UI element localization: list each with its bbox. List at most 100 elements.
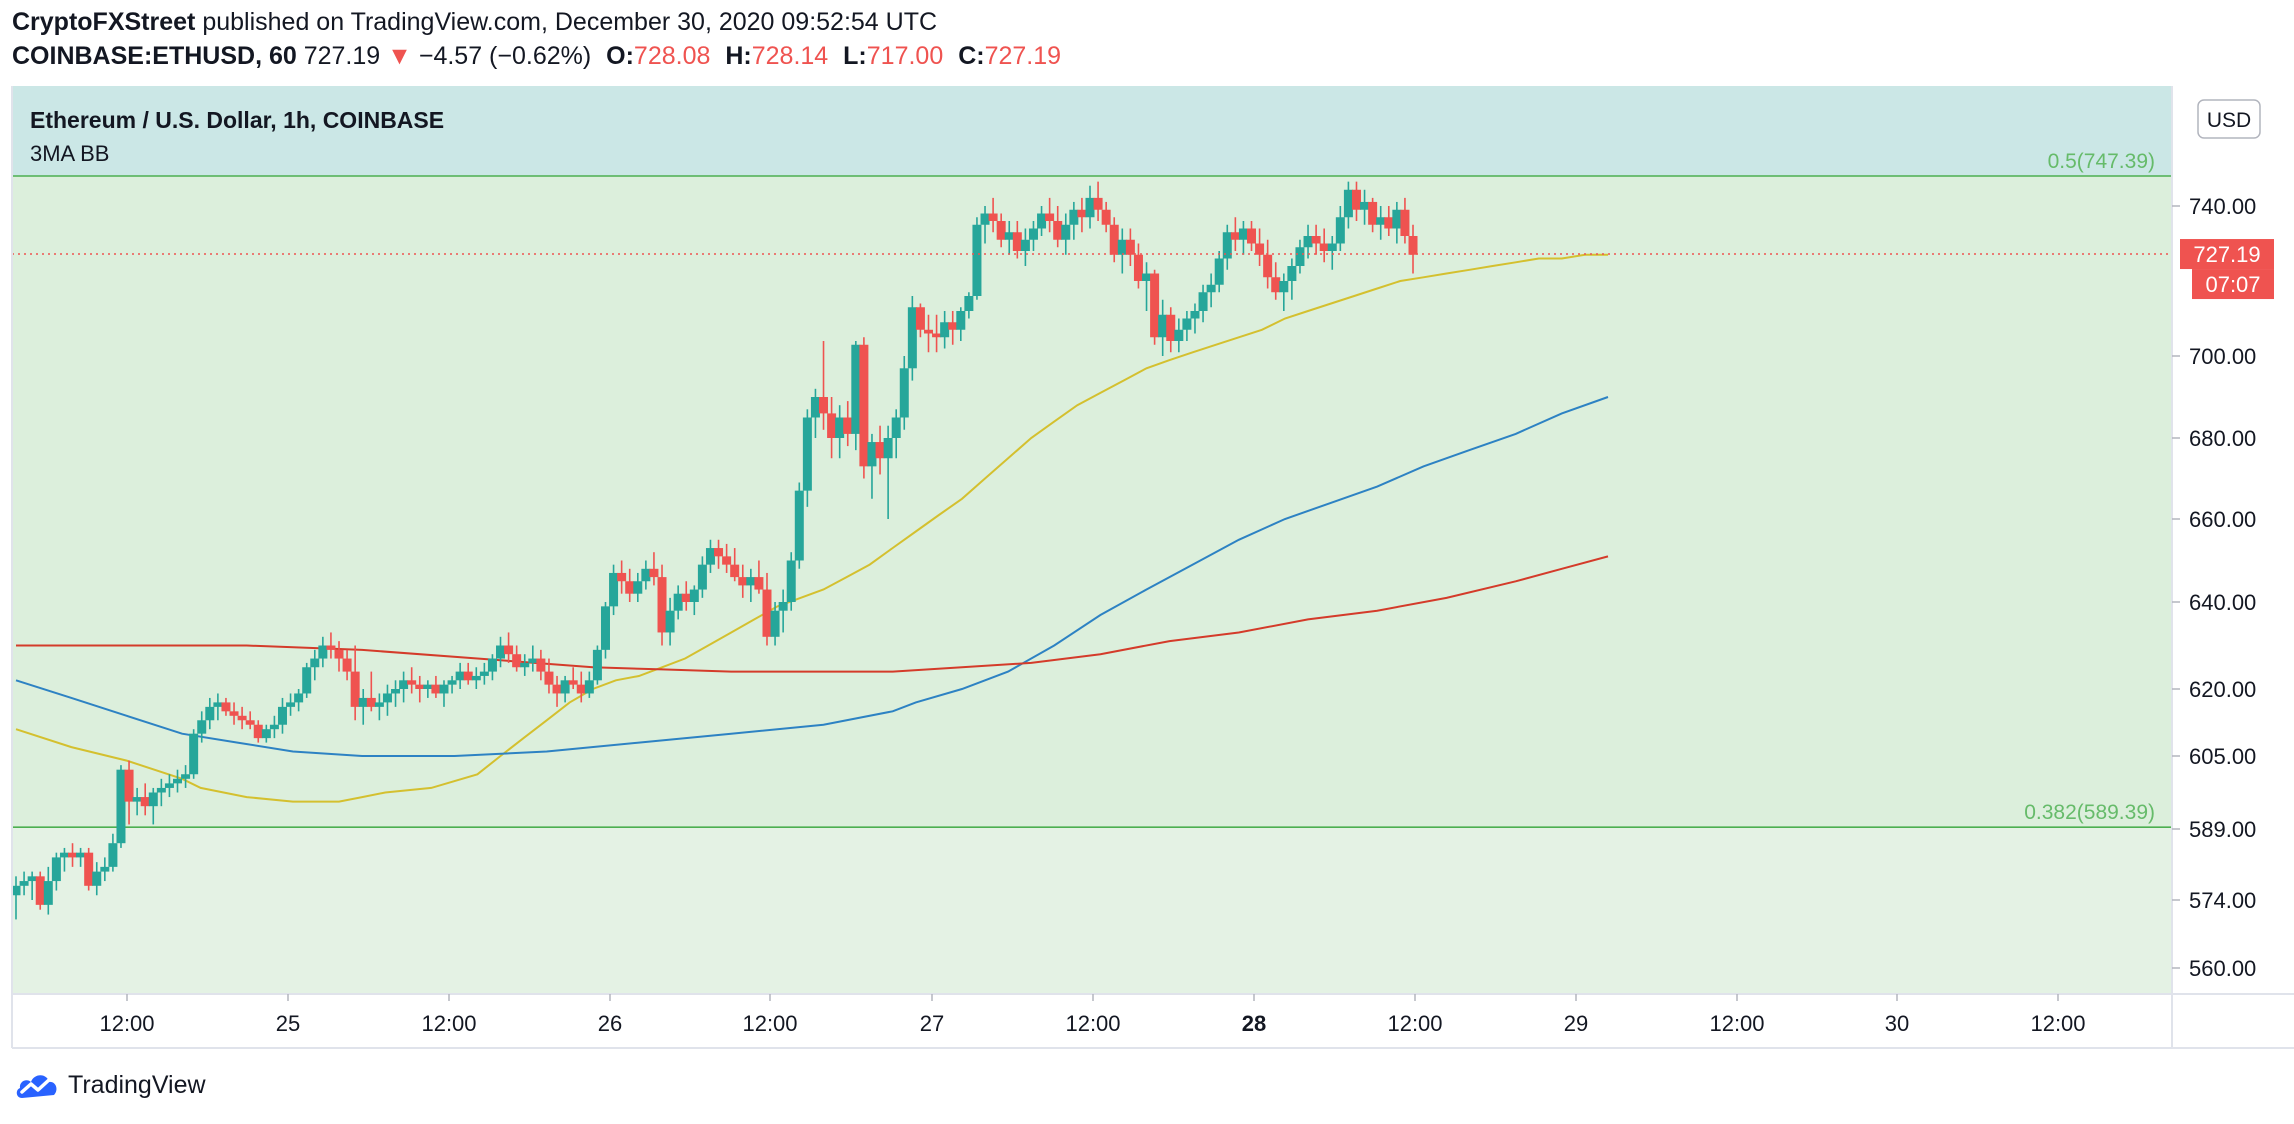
candle[interactable]	[1093, 181, 1103, 221]
candle[interactable]	[754, 560, 764, 594]
candle[interactable]	[1198, 284, 1208, 323]
candle[interactable]	[1327, 236, 1337, 270]
candle[interactable]	[1343, 181, 1353, 229]
candle[interactable]	[463, 662, 473, 685]
candle[interactable]	[592, 645, 602, 685]
candle[interactable]	[875, 425, 885, 475]
candle[interactable]	[1061, 213, 1071, 255]
candle[interactable]	[310, 649, 320, 681]
candle[interactable]	[1335, 206, 1345, 251]
candle[interactable]	[334, 641, 344, 672]
candle[interactable]	[722, 543, 732, 573]
candle[interactable]	[43, 866, 53, 915]
candle[interactable]	[1109, 217, 1119, 263]
candle[interactable]	[600, 602, 610, 659]
candle[interactable]	[1271, 262, 1281, 300]
candle[interactable]	[827, 397, 837, 459]
candle[interactable]	[100, 857, 110, 882]
candle[interactable]	[617, 560, 627, 594]
candle[interactable]	[1408, 224, 1418, 274]
candle[interactable]	[423, 680, 433, 698]
candle[interactable]	[770, 602, 780, 646]
candle[interactable]	[705, 539, 715, 573]
candle[interactable]	[1351, 181, 1361, 221]
price-axis[interactable]: 740.00 700.00 680.00 660.00 640.00 620.00 605.…	[2172, 194, 2256, 981]
candle[interactable]	[1392, 201, 1402, 244]
candle[interactable]	[528, 645, 538, 672]
candle[interactable]	[1182, 311, 1192, 341]
candle[interactable]	[859, 337, 869, 479]
candle[interactable]	[496, 636, 506, 668]
currency-label[interactable]: USD	[2207, 109, 2251, 132]
candle[interactable]	[1303, 224, 1313, 259]
candle[interactable]	[1287, 258, 1297, 300]
candle[interactable]	[746, 568, 756, 602]
candle[interactable]	[237, 706, 247, 730]
candle[interactable]	[940, 311, 950, 349]
candle[interactable]	[407, 667, 417, 694]
candle[interactable]	[1376, 206, 1386, 240]
candle[interactable]	[76, 847, 86, 867]
candle[interactable]	[84, 847, 94, 891]
candle[interactable]	[633, 572, 643, 602]
candle[interactable]	[1311, 224, 1321, 255]
candle[interactable]	[391, 680, 401, 707]
candle[interactable]	[843, 401, 853, 447]
candle[interactable]	[431, 675, 441, 698]
candle[interactable]	[156, 778, 166, 807]
candle[interactable]	[277, 697, 287, 734]
candle[interactable]	[544, 658, 554, 694]
candle[interactable]	[915, 303, 925, 338]
candle[interactable]	[1069, 201, 1079, 240]
candle[interactable]	[148, 787, 158, 825]
candle[interactable]	[382, 684, 392, 716]
candle[interactable]	[479, 662, 489, 685]
candle[interactable]	[1206, 273, 1216, 308]
candle[interactable]	[923, 314, 933, 353]
candle[interactable]	[399, 671, 409, 703]
candle[interactable]	[318, 636, 328, 668]
candle[interactable]	[286, 693, 296, 716]
candle[interactable]	[1004, 221, 1014, 255]
indicator-label[interactable]: 3MA BB	[30, 141, 109, 166]
candle[interactable]	[1028, 221, 1038, 251]
candle[interactable]	[302, 662, 312, 698]
candle[interactable]	[124, 760, 134, 825]
candle[interactable]	[689, 585, 699, 616]
candle[interactable]	[980, 206, 990, 244]
candle[interactable]	[269, 715, 279, 739]
candle[interactable]	[245, 711, 255, 730]
candle[interactable]	[92, 862, 102, 896]
candle[interactable]	[835, 405, 845, 459]
candle[interactable]	[907, 296, 917, 381]
candle[interactable]	[342, 649, 352, 681]
candle[interactable]	[794, 482, 804, 569]
author-name[interactable]: CryptoFXStreet	[12, 8, 196, 36]
candle[interactable]	[455, 662, 465, 689]
candle[interactable]	[1045, 197, 1055, 233]
candle[interactable]	[253, 720, 263, 743]
candle[interactable]	[1142, 262, 1152, 311]
candle[interactable]	[802, 409, 812, 507]
candle[interactable]	[27, 871, 37, 900]
candle[interactable]	[1384, 206, 1394, 236]
candle[interactable]	[181, 765, 191, 788]
time-axis[interactable]: 12:00 25 12:00 26 12:00 27 12:00 28 12:00 29 12:00…	[99, 994, 2086, 1036]
candle[interactable]	[681, 581, 691, 611]
candle[interactable]	[665, 597, 675, 646]
ma-line[interactable]	[16, 555, 1609, 673]
candle[interactable]	[819, 341, 829, 430]
candle[interactable]	[697, 556, 707, 598]
candle[interactable]	[116, 765, 126, 848]
candle[interactable]	[730, 548, 740, 582]
candle[interactable]	[471, 667, 481, 689]
candle[interactable]	[51, 852, 61, 891]
candle[interactable]	[229, 702, 239, 725]
candle[interactable]	[762, 572, 772, 646]
candle[interactable]	[891, 409, 901, 459]
candle[interactable]	[1368, 197, 1378, 233]
candle[interactable]	[1319, 228, 1329, 263]
candle[interactable]	[972, 217, 982, 300]
candle[interactable]	[374, 693, 384, 721]
candle[interactable]	[1101, 201, 1111, 233]
